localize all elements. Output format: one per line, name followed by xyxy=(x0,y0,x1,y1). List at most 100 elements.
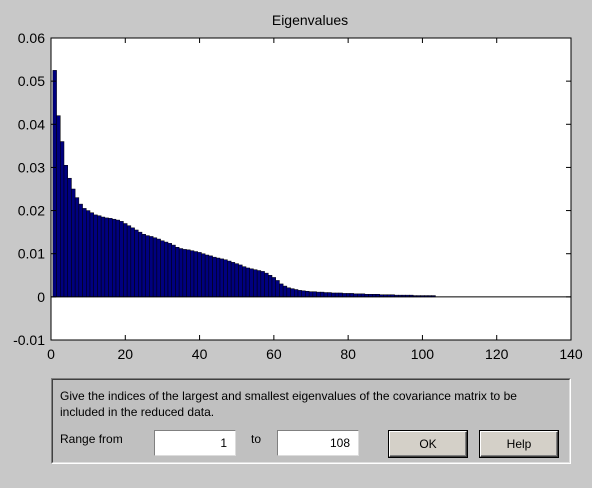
eigenvalue-bar xyxy=(83,208,87,296)
eigenvalue-bar xyxy=(116,220,120,297)
eigenvalue-bar xyxy=(131,228,135,297)
eigenvalue-bar xyxy=(75,198,79,297)
eigenvalue-bar xyxy=(109,218,113,297)
to-label: to xyxy=(251,432,261,446)
eigenvalue-bar xyxy=(187,250,191,297)
eigenvalue-bar xyxy=(291,289,295,297)
eigenvalue-bar xyxy=(298,290,302,296)
chart-title: Eigenvalues xyxy=(272,12,348,28)
eigenvalue-bar xyxy=(239,265,243,297)
eigenvalue-bar xyxy=(317,292,321,297)
eigenvalue-bar xyxy=(127,226,131,297)
eigenvalue-bar xyxy=(94,215,98,297)
y-tick-label: 0.01 xyxy=(18,246,45,262)
eigenvalue-bar xyxy=(183,249,187,296)
eigenvalue-bar xyxy=(302,291,306,297)
eigenvalue-bar xyxy=(320,292,324,297)
eigenvalue-bar xyxy=(135,230,139,297)
eigenvalue-bar xyxy=(105,218,109,297)
range-from-label: Range from xyxy=(60,432,123,446)
eigenvalue-bar xyxy=(242,267,246,297)
eigenvalue-bar xyxy=(205,255,209,297)
x-tick-label: 60 xyxy=(266,346,282,362)
eigenvalue-bar xyxy=(339,293,343,297)
x-tick-label: 0 xyxy=(47,346,55,362)
eigenvalue-bar xyxy=(313,292,317,297)
y-tick-label: 0.04 xyxy=(18,116,45,132)
eigenvalues-chart: Eigenvalues 0 20 40 60 80 100 120 140-0.0100.01… xyxy=(0,0,592,375)
x-tick-label: 140 xyxy=(559,346,583,362)
eigenvalue-bar xyxy=(287,288,291,297)
eigenvalue-bar xyxy=(153,238,157,297)
eigenvalue-bar xyxy=(190,251,194,297)
range-to-field[interactable]: 108 xyxy=(277,430,359,456)
x-tick-label: 100 xyxy=(411,346,435,362)
eigenvalue-bar xyxy=(324,293,328,297)
eigenvalue-bar xyxy=(71,189,75,297)
eigenvalue-bar xyxy=(164,242,168,297)
eigenvalue-bar xyxy=(309,292,313,297)
eigenvalue-bar xyxy=(175,247,179,297)
y-tick-label: 0.06 xyxy=(18,30,45,46)
eigenvalue-bar xyxy=(235,264,239,297)
eigenvalue-bar xyxy=(60,142,64,297)
eigenvalue-bar xyxy=(97,216,101,297)
eigenvalue-bar xyxy=(146,236,150,297)
eigenvalue-bar xyxy=(112,219,116,297)
eigenvalue-bar xyxy=(350,293,354,296)
eigenvalue-bar xyxy=(213,257,217,297)
eigenvalue-bar xyxy=(57,116,61,297)
eigenvalue-bar xyxy=(179,249,183,297)
x-tick-label: 40 xyxy=(192,346,208,362)
eigenvalue-bar xyxy=(265,273,269,297)
eigenvalue-bar xyxy=(79,204,83,297)
eigenvalue-bar xyxy=(120,221,124,297)
eigenvalue-bar xyxy=(283,286,287,297)
eigenvalue-bar xyxy=(257,271,261,297)
eigenvalue-bar xyxy=(142,234,146,297)
eigenvalue-bar xyxy=(328,293,332,297)
eigenvalue-bar xyxy=(279,284,283,297)
ok-button[interactable]: OK xyxy=(389,431,467,457)
eigenvalue-bar xyxy=(224,260,228,297)
y-tick-label: 0.05 xyxy=(18,73,45,89)
eigenvalue-bar xyxy=(53,70,57,297)
eigenvalue-bar xyxy=(209,256,213,297)
range-from-field[interactable]: 1 xyxy=(154,430,236,456)
y-tick-label: 0.03 xyxy=(18,159,45,175)
eigenvalue-bar xyxy=(149,236,153,296)
y-tick-label: 0.02 xyxy=(18,203,45,219)
eigenvalue-bar xyxy=(220,259,224,297)
eigenvalue-bar xyxy=(157,239,161,297)
eigenvalue-bar xyxy=(268,275,272,297)
eigenvalue-bar xyxy=(194,252,198,297)
eigenvalue-bar xyxy=(331,293,335,297)
eigenvalue-bar xyxy=(246,268,250,297)
eigenvalue-bar xyxy=(335,293,339,297)
eigenvalue-bar xyxy=(346,293,350,296)
eigenvalue-bar xyxy=(227,261,231,297)
eigenvalue-bar xyxy=(343,293,347,296)
eigenvalue-bar xyxy=(231,262,235,297)
eigenvalue-bar xyxy=(101,217,105,297)
eigenvalue-bar xyxy=(253,270,257,297)
range-panel: Give the indices of the largest and smal… xyxy=(51,378,571,464)
eigenvalue-bar xyxy=(138,232,142,297)
eigenvalue-bar xyxy=(294,290,298,297)
eigenvalue-bar xyxy=(250,269,254,297)
x-tick-label: 20 xyxy=(117,346,133,362)
eigenvalue-bar xyxy=(64,165,68,297)
eigenvalue-bar xyxy=(90,213,94,297)
eigenvalue-bar xyxy=(172,245,176,297)
eigenvalue-bar xyxy=(86,211,90,297)
eigenvalue-bar xyxy=(123,224,127,297)
instructions-text: Give the indices of the largest and smal… xyxy=(60,388,560,420)
eigenvalue-bar xyxy=(216,258,220,297)
eigenvalue-bar xyxy=(272,277,276,296)
y-tick-label: -0.01 xyxy=(13,332,45,348)
eigenvalue-bar xyxy=(276,280,280,296)
eigenvalue-bar xyxy=(198,252,202,296)
x-tick-label: 120 xyxy=(485,346,509,362)
help-button[interactable]: Help xyxy=(480,431,558,457)
